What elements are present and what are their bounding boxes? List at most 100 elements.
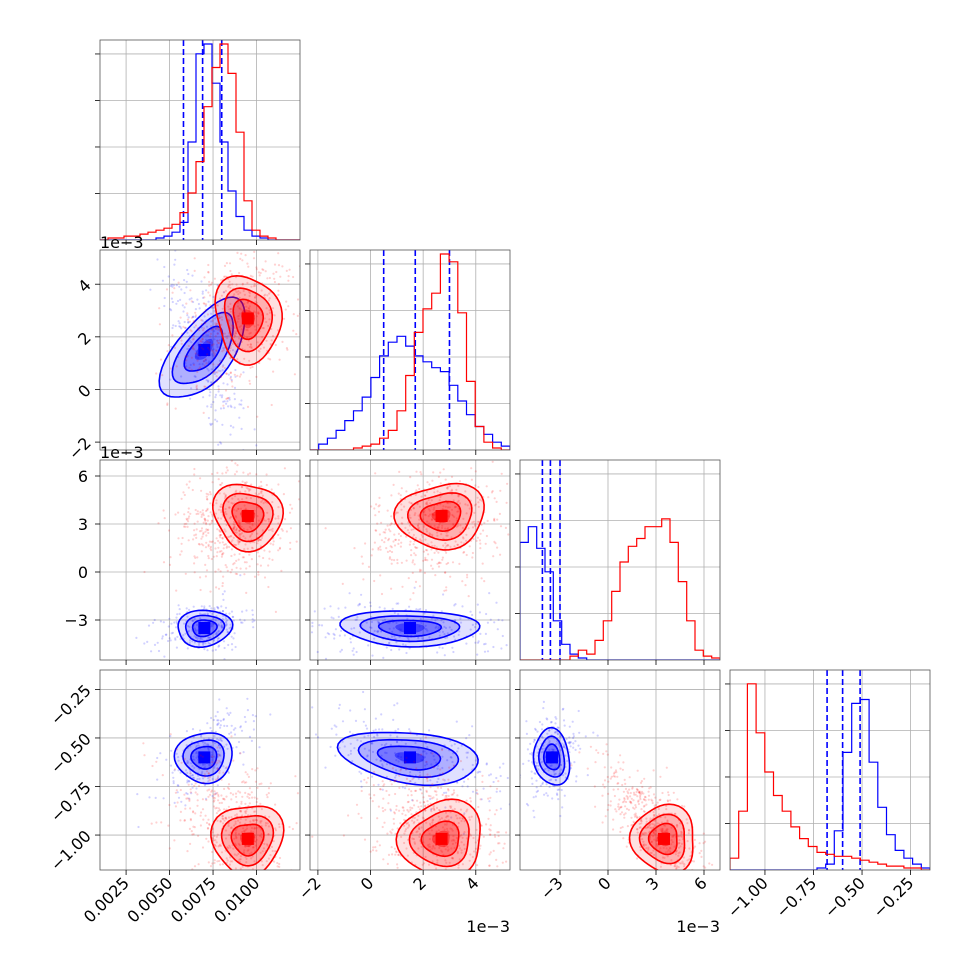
scatter-point (644, 805, 646, 807)
scatter-point (499, 513, 501, 515)
scatter-point (406, 560, 408, 562)
scatter-point (214, 859, 216, 861)
scatter-point (572, 742, 574, 744)
histogram-blue (310, 336, 510, 450)
scatter-point (238, 417, 240, 419)
scatter-point (394, 908, 396, 910)
scatter-point (269, 277, 271, 279)
scatter-point (273, 861, 275, 863)
scatter-point (181, 550, 183, 552)
scatter-point (252, 614, 254, 616)
scatter-point (459, 890, 461, 892)
scatter-point (176, 647, 178, 649)
scatter-point (172, 772, 174, 774)
scatter-point (195, 308, 197, 310)
scatter-point (216, 375, 218, 377)
scatter-point (381, 593, 383, 595)
scatter-point (200, 319, 202, 321)
scatter-point (184, 292, 186, 294)
scatter-point (383, 531, 385, 533)
scatter-point (238, 806, 240, 808)
scatter-point (283, 318, 285, 320)
scatter-point (415, 790, 417, 792)
scatter-point (235, 560, 237, 562)
scatter-point (349, 638, 351, 640)
scatter-point (422, 560, 424, 562)
scatter-point (484, 895, 486, 897)
scatter-point (196, 556, 198, 558)
scatter-point (487, 650, 489, 652)
scatter-point (483, 836, 485, 838)
scatter-point (215, 409, 217, 411)
scatter-point (192, 347, 194, 349)
scatter-point (472, 552, 474, 554)
scatter-point (201, 550, 203, 552)
scatter-point (534, 772, 536, 774)
scatter-point (329, 605, 331, 607)
scatter-point (626, 846, 628, 848)
scatter-point (570, 764, 572, 766)
scatter-point (171, 334, 173, 336)
scatter-point (562, 708, 564, 710)
scatter-point (179, 608, 181, 610)
scatter-point (479, 539, 481, 541)
scatter-point (575, 775, 577, 777)
scatter-point (217, 444, 219, 446)
scatter-point (486, 485, 488, 487)
scatter-point (205, 838, 207, 840)
scatter-point (238, 871, 240, 873)
scatter-point (441, 908, 443, 910)
scatter-point (255, 781, 257, 783)
scatter-point (641, 786, 643, 788)
scatter-point (673, 873, 675, 875)
scatter-point (170, 639, 172, 641)
scatter-point (510, 613, 512, 615)
scatter-point (634, 816, 636, 818)
scatter-point (203, 360, 205, 362)
scatter-point (410, 554, 412, 556)
scatter-point (607, 754, 609, 756)
scatter-point (209, 779, 211, 781)
scatter-point (385, 529, 387, 531)
scatter-point (409, 476, 411, 478)
scatter-point (393, 811, 395, 813)
scatter-point (390, 494, 392, 496)
scatter-point (400, 546, 402, 548)
scatter-point (377, 548, 379, 550)
scatter-point (243, 573, 245, 575)
scatter-point (437, 787, 439, 789)
scatter-point (259, 803, 261, 805)
scatter-point (676, 798, 678, 800)
scatter-point (184, 808, 186, 810)
scatter-point (535, 780, 537, 782)
scatter-point (217, 547, 219, 549)
scatter-point (188, 784, 190, 786)
scatter-point (466, 576, 468, 578)
scatter-point (496, 788, 498, 790)
scatter-point (384, 809, 386, 811)
scatter-point (210, 406, 212, 408)
scatter-point (392, 540, 394, 542)
scatter-point (456, 721, 458, 723)
scatter-point (412, 572, 414, 574)
scatter-point (479, 892, 481, 894)
scatter-point (451, 647, 453, 649)
panel-frame (310, 250, 510, 450)
scatter-point (394, 730, 396, 732)
scatter-point (572, 733, 574, 735)
scatter-point (137, 826, 139, 828)
scatter-point (419, 802, 421, 804)
scatter-point (178, 604, 180, 606)
scatter-point (209, 591, 211, 593)
panel-p1-p2 (95, 182, 322, 480)
scatter-point (266, 473, 268, 475)
scatter-point (172, 301, 174, 303)
scatter-point (205, 542, 207, 544)
scatter-point (380, 522, 382, 524)
scatter-point (162, 280, 164, 282)
scatter-point (175, 303, 177, 305)
scatter-point (391, 846, 393, 848)
scatter-point (187, 319, 189, 321)
scatter-point (444, 654, 446, 656)
scatter-point (424, 776, 426, 778)
